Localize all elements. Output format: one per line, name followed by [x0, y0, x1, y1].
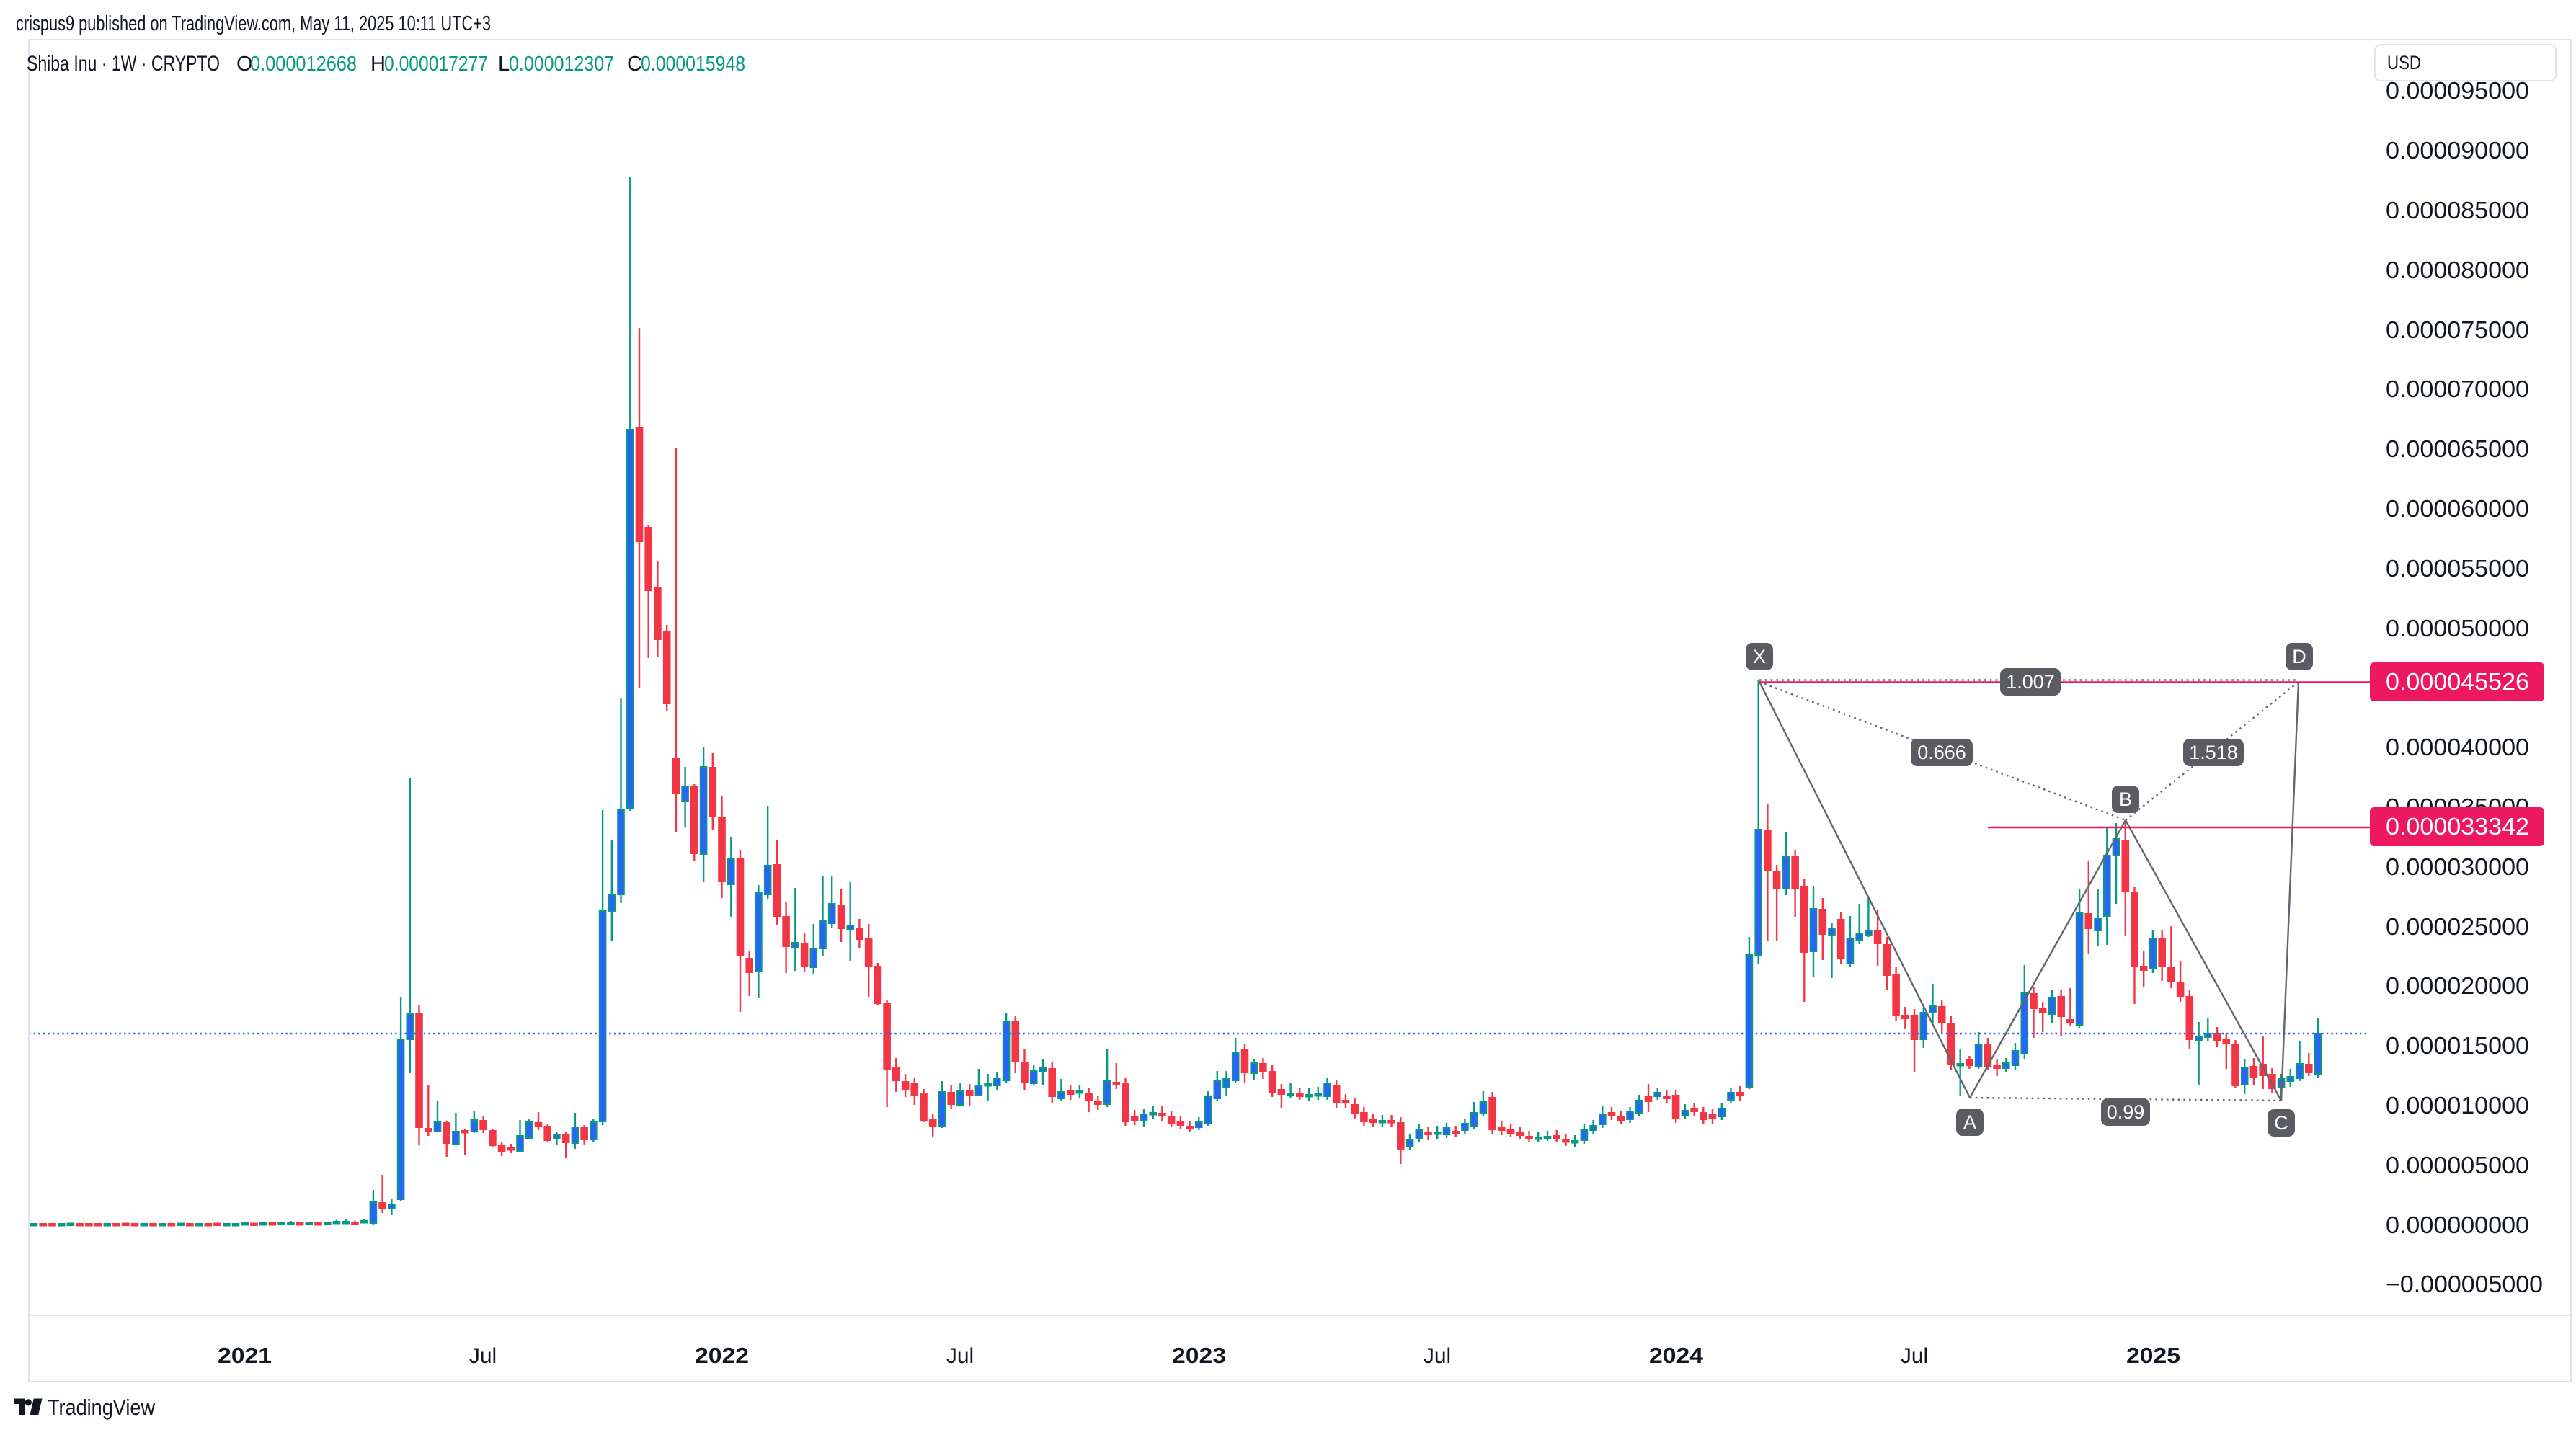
svg-text:D: D: [2292, 646, 2306, 667]
svg-text:Jul: Jul: [469, 1344, 497, 1368]
svg-text:Jul: Jul: [1424, 1344, 1451, 1368]
svg-text:0.000030000: 0.000030000: [2386, 853, 2529, 880]
svg-text:0.000005000: 0.000005000: [2386, 1152, 2529, 1178]
svg-text:2021: 2021: [218, 1343, 272, 1368]
svg-text:C: C: [627, 53, 642, 76]
svg-text:0.000017277: 0.000017277: [384, 53, 488, 76]
svg-text:0.000012307: 0.000012307: [509, 53, 614, 76]
svg-text:−0.000005000: −0.000005000: [2386, 1271, 2543, 1297]
svg-text:Jul: Jul: [946, 1344, 974, 1368]
svg-text:0.000025000: 0.000025000: [2386, 913, 2529, 940]
svg-text:2022: 2022: [695, 1343, 749, 1368]
svg-text:0.000070000: 0.000070000: [2386, 376, 2529, 402]
svg-text:0.000033342: 0.000033342: [2386, 813, 2529, 840]
svg-text:1.007: 1.007: [2006, 671, 2055, 693]
svg-text:B: B: [2119, 788, 2132, 810]
svg-text:H: H: [370, 53, 386, 76]
svg-text:Shiba Inu · 1W · CRYPTO: Shiba Inu · 1W · CRYPTO: [27, 52, 220, 76]
svg-text:1.518: 1.518: [2189, 742, 2238, 763]
svg-text:O: O: [236, 53, 253, 76]
svg-text:2025: 2025: [2126, 1343, 2180, 1368]
svg-text:0.000012668: 0.000012668: [250, 53, 357, 76]
svg-text:0.000075000: 0.000075000: [2386, 316, 2529, 343]
svg-text:0.000045526: 0.000045526: [2386, 668, 2529, 695]
svg-text:C: C: [2274, 1112, 2288, 1134]
svg-text:0.000090000: 0.000090000: [2386, 137, 2529, 164]
svg-text:0.000085000: 0.000085000: [2386, 197, 2529, 223]
svg-text:TradingView: TradingView: [48, 1395, 156, 1420]
svg-text:0.000020000: 0.000020000: [2386, 972, 2529, 999]
svg-text:A: A: [1963, 1111, 1976, 1133]
svg-text:2024: 2024: [1649, 1343, 1704, 1368]
svg-text:0.000015948: 0.000015948: [641, 53, 745, 76]
svg-text:0.000015000: 0.000015000: [2386, 1032, 2529, 1059]
svg-text:0.000040000: 0.000040000: [2386, 734, 2529, 760]
svg-text:0.000010000: 0.000010000: [2386, 1092, 2529, 1119]
svg-text:0.666: 0.666: [1917, 742, 1966, 763]
svg-text:0.000065000: 0.000065000: [2386, 435, 2529, 462]
svg-text:L: L: [498, 53, 510, 76]
svg-text:0.000095000: 0.000095000: [2386, 77, 2529, 104]
svg-text:USD: USD: [2387, 52, 2421, 74]
svg-text:X: X: [1753, 646, 1766, 667]
svg-text:2023: 2023: [1172, 1343, 1226, 1368]
svg-text:0.000060000: 0.000060000: [2386, 495, 2529, 522]
svg-text:0.000050000: 0.000050000: [2386, 615, 2529, 641]
svg-text:Jul: Jul: [1901, 1344, 1928, 1368]
svg-text:0.000000000: 0.000000000: [2386, 1212, 2529, 1238]
svg-text:0.000055000: 0.000055000: [2386, 555, 2529, 582]
svg-text:0.99: 0.99: [2107, 1101, 2145, 1123]
svg-text:0.000080000: 0.000080000: [2386, 257, 2529, 283]
svg-text:crispus9 published on TradingV: crispus9 published on TradingView.com, M…: [16, 12, 491, 35]
